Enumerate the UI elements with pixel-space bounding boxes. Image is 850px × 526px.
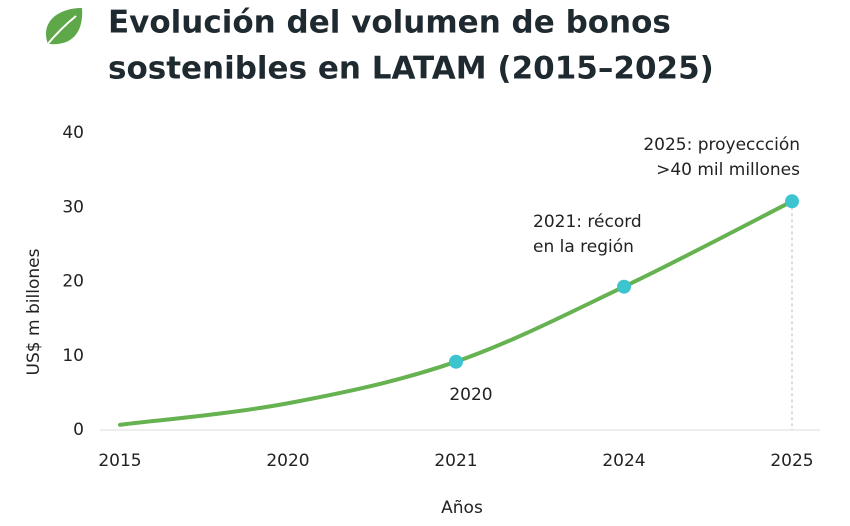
annotation: 2021: récord: [533, 212, 642, 232]
point-marker: [785, 194, 799, 209]
annotation: en la región: [533, 237, 634, 257]
x-tick-label: 2021: [434, 451, 477, 471]
leaf-vein: [45, 15, 77, 47]
y-tick-label: 30: [62, 197, 84, 217]
y-axis-label: US$ m billones: [24, 248, 44, 375]
x-axis-label: Años: [441, 498, 483, 518]
chart-title: Evolución del volumen de bonos: [108, 5, 671, 41]
chart-title: sostenibles en LATAM (2015–2025): [108, 51, 714, 87]
x-tick-label: 2015: [98, 451, 141, 471]
point-marker: [617, 279, 631, 294]
y-tick-label: 10: [62, 346, 84, 366]
annotation: 2025: proyeccción: [643, 135, 800, 155]
y-tick-label: 40: [62, 123, 84, 143]
annotation: >40 mil millones: [656, 160, 800, 180]
annotation: 2020: [449, 385, 492, 405]
x-tick-label: 2020: [266, 451, 309, 471]
x-tick-label: 2024: [602, 451, 645, 471]
point-marker: [449, 354, 463, 369]
y-tick-label: 20: [62, 272, 84, 292]
y-tick-label: 0: [73, 420, 84, 440]
x-tick-label: 2025: [770, 451, 813, 471]
